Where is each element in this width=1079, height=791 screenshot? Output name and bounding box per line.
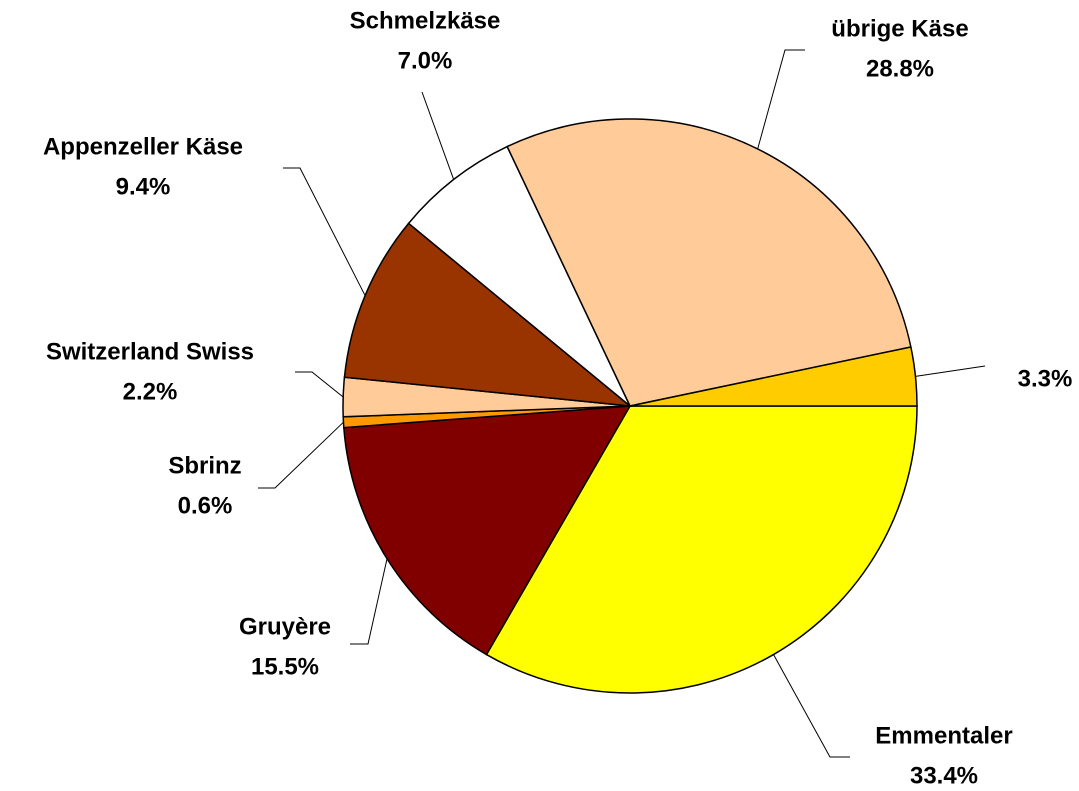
- leader-line: [757, 49, 805, 150]
- value-label: 0.6%: [178, 492, 233, 519]
- value-label: 33.4%: [910, 762, 978, 789]
- leader-line: [295, 371, 344, 398]
- leader-line: [283, 167, 366, 296]
- value-label: 28.8%: [866, 55, 934, 82]
- slice-label: Schmelzkäse: [350, 7, 501, 34]
- leader-line: [258, 421, 344, 489]
- pie-slice: [407, 145, 631, 407]
- leader-line: [421, 91, 455, 180]
- leader-line: [915, 365, 986, 377]
- slice-label: Switzerland Swiss: [46, 338, 254, 365]
- leader-line: [350, 558, 388, 645]
- leader-line: [773, 654, 850, 758]
- slice-label: Sbrinz: [168, 452, 241, 479]
- pie-slice: [343, 222, 633, 407]
- value-label: 7.0%: [398, 47, 453, 74]
- slice-label: Appenzeller Käse: [43, 133, 243, 160]
- slice-label: Gruyère: [239, 613, 331, 640]
- slice-label: übrige Käse: [831, 15, 968, 42]
- pie-slice: [485, 405, 918, 694]
- value-label: 15.5%: [251, 653, 319, 680]
- pie-slice: [506, 118, 912, 407]
- slice-label: Emmentaler: [875, 722, 1012, 749]
- value-label: 9.4%: [116, 173, 171, 200]
- pie-slice: [629, 346, 918, 407]
- value-label: 3.3%: [1018, 365, 1073, 392]
- pie-slice: [343, 405, 632, 656]
- value-label: 2.2%: [123, 378, 178, 405]
